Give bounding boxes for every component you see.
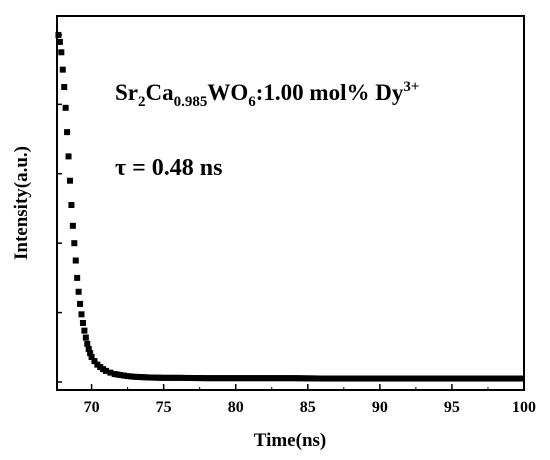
data-point (69, 222, 76, 229)
x-tick-label: 95 (444, 399, 460, 416)
data-point (81, 327, 88, 334)
formula-sub: 6 (248, 94, 256, 110)
formula-sub: 2 (138, 94, 146, 110)
data-point (117, 372, 124, 379)
data-points (55, 31, 525, 382)
plot-frame (56, 15, 525, 391)
data-point (62, 104, 69, 111)
formula-part: Ca (146, 80, 175, 105)
x-axis-ticks: 70 75 80 85 90 95 100 (84, 384, 536, 416)
data-point (68, 202, 75, 208)
x-tick-label: 85 (300, 399, 316, 416)
data-point (65, 153, 72, 160)
data-point (84, 340, 91, 347)
data-point (518, 375, 525, 382)
data-point (75, 288, 82, 295)
data-point (79, 320, 86, 326)
data-point (128, 373, 135, 380)
data-point (64, 129, 71, 136)
x-tick-label: 70 (84, 399, 100, 416)
data-point (72, 257, 79, 264)
formula-part: :1.00 mol% Dy (256, 80, 404, 105)
data-point (58, 49, 65, 56)
x-tick-label: 90 (372, 399, 388, 416)
data-point (107, 369, 114, 376)
data-point (87, 350, 94, 357)
data-point (85, 346, 92, 353)
data-point (77, 300, 84, 307)
y-axis-title: Intensity(a.u.) (11, 146, 32, 260)
formula-annotation: Sr2Ca0.985WO6:1.00 mol% Dy3+ (115, 79, 419, 110)
data-point (71, 240, 78, 247)
data-point (124, 373, 131, 380)
data-point (74, 274, 81, 281)
lifetime-annotation: τ = 0.48 ns (115, 155, 222, 181)
formula-part: Sr (115, 80, 138, 105)
x-tick-label: 75 (156, 399, 172, 416)
data-point (103, 367, 110, 374)
data-point (61, 84, 68, 90)
data-point (55, 31, 62, 38)
data-point (56, 38, 63, 45)
formula-sup: 3+ (403, 79, 419, 95)
data-point (82, 334, 89, 341)
data-point (66, 177, 73, 184)
data-point (88, 354, 95, 361)
data-point (59, 66, 66, 73)
data-point (78, 311, 85, 318)
x-tick-label: 80 (228, 399, 244, 416)
data-point (121, 372, 128, 379)
data-point (91, 358, 98, 365)
formula-part: WO (207, 80, 248, 105)
x-tick-label: 100 (512, 399, 536, 416)
formula-sub: 0.985 (174, 94, 208, 110)
x-axis-title: Time(ns) (254, 430, 326, 451)
